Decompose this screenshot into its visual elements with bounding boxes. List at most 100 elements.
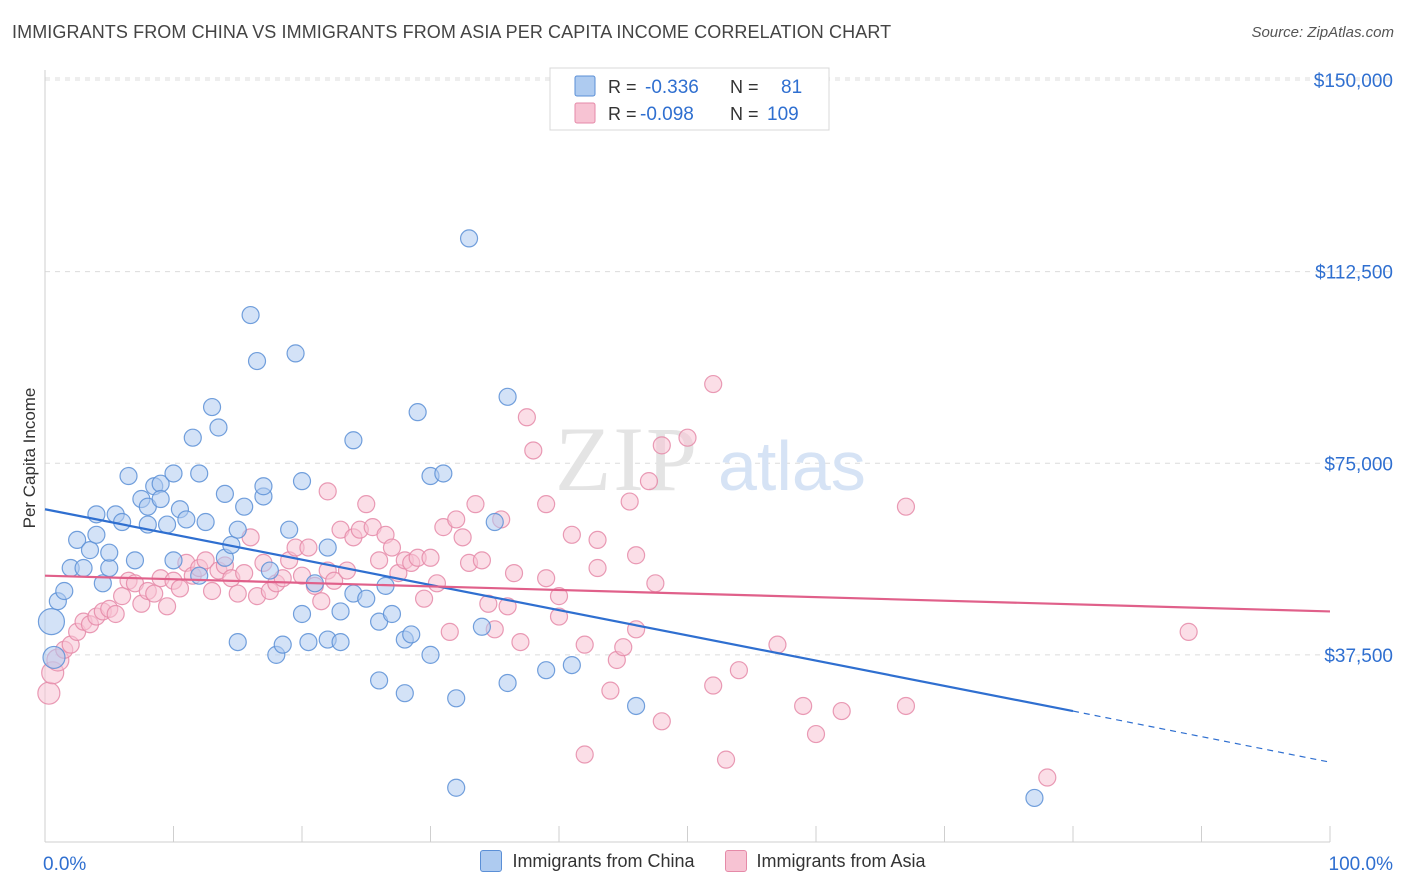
china-point[interactable] [331, 632, 350, 652]
china-point[interactable] [235, 497, 254, 516]
asia-point[interactable] [472, 551, 491, 570]
china-point[interactable] [280, 520, 299, 539]
legend-item-asia[interactable]: Immigrants from Asia [724, 850, 926, 872]
china-point[interactable] [157, 515, 177, 534]
asia-point[interactable] [806, 724, 826, 744]
china-point[interactable] [498, 673, 517, 693]
china-point[interactable] [74, 558, 93, 578]
asia-point[interactable] [794, 696, 813, 716]
china-point[interactable] [190, 464, 209, 483]
china-point[interactable] [112, 512, 132, 532]
asia-point[interactable] [524, 441, 543, 460]
asia-point[interactable] [729, 661, 749, 680]
china-point[interactable] [447, 689, 466, 708]
china-point[interactable] [125, 551, 145, 570]
china-point[interactable] [273, 635, 292, 654]
china-point[interactable] [87, 525, 106, 544]
china-point[interactable] [100, 543, 119, 562]
china-point[interactable] [247, 351, 267, 371]
asia-point[interactable] [704, 374, 723, 394]
asia-point[interactable] [414, 589, 434, 608]
china-point[interactable] [402, 625, 421, 644]
asia-point[interactable] [37, 681, 61, 705]
asia-point[interactable] [588, 530, 607, 550]
china-point[interactable] [1025, 788, 1044, 808]
asia-point[interactable] [652, 712, 671, 731]
asia-point[interactable] [716, 750, 736, 769]
china-point[interactable] [626, 696, 646, 716]
asia-point[interactable] [447, 510, 466, 529]
asia-point[interactable] [896, 497, 916, 516]
asia-point[interactable] [145, 584, 164, 603]
asia-point[interactable] [421, 548, 440, 567]
china-point[interactable] [80, 541, 100, 560]
china-point[interactable] [241, 305, 260, 325]
asia-point[interactable] [549, 607, 569, 626]
asia-point[interactable] [1179, 622, 1198, 641]
china-point[interactable] [562, 655, 581, 675]
asia-point[interactable] [537, 569, 556, 588]
china-point[interactable] [434, 464, 453, 483]
china-point[interactable] [357, 589, 376, 608]
asia-point[interactable] [382, 538, 402, 557]
china-point[interactable] [395, 684, 414, 703]
asia-point[interactable] [498, 597, 517, 616]
asia-point[interactable] [549, 587, 569, 606]
china-point[interactable] [100, 558, 119, 578]
asia-point[interactable] [601, 681, 620, 700]
asia-point[interactable] [537, 495, 556, 514]
asia-point[interactable] [504, 564, 524, 583]
china-point[interactable] [286, 344, 305, 363]
asia-point[interactable] [228, 584, 247, 603]
china-point[interactable] [228, 520, 247, 539]
asia-point[interactable] [832, 701, 851, 721]
china-point[interactable] [331, 602, 350, 621]
china-point[interactable] [382, 604, 402, 624]
china-point[interactable] [318, 538, 337, 557]
china-point[interactable] [537, 661, 556, 680]
asia-point[interactable] [639, 472, 659, 491]
asia-point[interactable] [370, 551, 389, 570]
asia-point[interactable] [299, 538, 318, 557]
china-point[interactable] [177, 510, 196, 529]
china-point[interactable] [299, 632, 318, 652]
asia-point[interactable] [466, 495, 485, 514]
china-point[interactable] [183, 428, 202, 447]
china-point[interactable] [151, 489, 170, 509]
asia-point[interactable] [896, 696, 916, 716]
china-point[interactable] [447, 778, 466, 797]
asia-point[interactable] [614, 638, 633, 657]
asia-point[interactable] [106, 604, 125, 624]
asia-point[interactable] [357, 495, 376, 514]
asia-point[interactable] [588, 558, 607, 578]
asia-point[interactable] [312, 592, 331, 611]
china-point[interactable] [93, 574, 112, 593]
asia-point[interactable] [678, 428, 697, 447]
china-point[interactable] [498, 387, 517, 406]
asia-point[interactable] [646, 574, 665, 593]
china-point[interactable] [408, 403, 427, 422]
china-point[interactable] [485, 512, 504, 532]
china-point[interactable] [370, 671, 389, 690]
asia-point[interactable] [325, 571, 344, 590]
china-point[interactable] [215, 484, 234, 504]
asia-point[interactable] [704, 676, 723, 695]
asia-point[interactable] [453, 528, 472, 547]
china-point[interactable] [459, 229, 479, 248]
china-point[interactable] [164, 464, 183, 483]
asia-point[interactable] [620, 492, 639, 511]
china-point[interactable] [228, 632, 247, 652]
china-point[interactable] [164, 551, 183, 570]
asia-point[interactable] [511, 632, 530, 652]
asia-point[interactable] [768, 635, 787, 654]
asia-point[interactable] [235, 564, 254, 583]
china-point[interactable] [260, 561, 279, 580]
china-point[interactable] [68, 530, 87, 550]
asia-point[interactable] [196, 551, 215, 570]
china-point[interactable] [209, 418, 228, 437]
asia-point[interactable] [652, 436, 671, 455]
china-point[interactable] [344, 431, 363, 450]
china-point[interactable] [190, 566, 209, 585]
china-point[interactable] [472, 617, 491, 636]
legend-item-china[interactable]: Immigrants from China [480, 850, 695, 872]
